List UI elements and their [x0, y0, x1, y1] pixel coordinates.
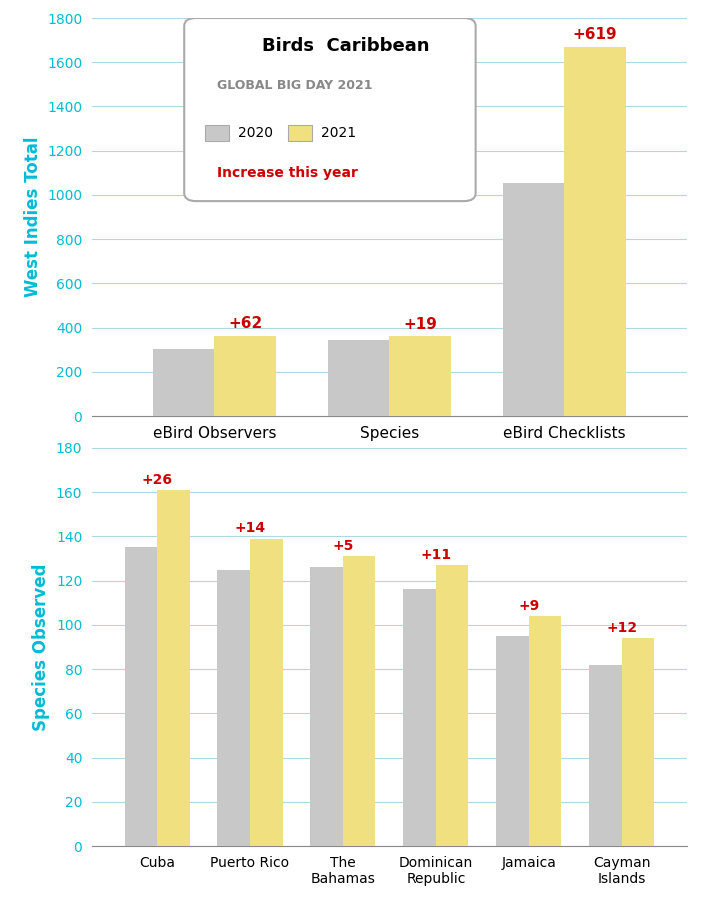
- Bar: [217, 570, 250, 846]
- Y-axis label: Species Observed: Species Observed: [33, 563, 50, 731]
- Text: +12: +12: [606, 621, 637, 634]
- Bar: [157, 490, 190, 846]
- FancyBboxPatch shape: [184, 18, 476, 201]
- Bar: [153, 349, 215, 416]
- Text: GLOBAL BIG DAY 2021: GLOBAL BIG DAY 2021: [217, 111, 372, 124]
- FancyBboxPatch shape: [205, 125, 229, 141]
- Bar: [343, 556, 375, 846]
- Bar: [589, 665, 622, 846]
- Text: +5: +5: [332, 539, 353, 553]
- Text: +19: +19: [403, 317, 437, 331]
- Y-axis label: West Indies Total: West Indies Total: [23, 137, 42, 297]
- Bar: [250, 538, 282, 846]
- Bar: [389, 336, 450, 416]
- Text: Increase this year: Increase this year: [217, 147, 358, 160]
- Bar: [436, 565, 469, 846]
- Bar: [622, 638, 654, 846]
- Bar: [503, 184, 564, 416]
- Bar: [496, 636, 529, 846]
- Text: +26: +26: [142, 472, 173, 487]
- Bar: [404, 590, 436, 846]
- Text: +9: +9: [518, 598, 539, 613]
- Bar: [564, 47, 626, 416]
- Bar: [125, 547, 157, 846]
- FancyBboxPatch shape: [288, 125, 312, 141]
- Bar: [529, 616, 561, 846]
- Text: Birds  Caribbean: Birds Caribbean: [261, 37, 429, 55]
- Bar: [329, 340, 389, 416]
- Text: Increase this year: Increase this year: [217, 166, 358, 180]
- Bar: [215, 336, 275, 416]
- Text: +11: +11: [421, 548, 452, 562]
- Text: +619: +619: [573, 27, 617, 42]
- Text: 2020: 2020: [238, 126, 273, 140]
- Bar: [310, 567, 343, 846]
- Text: +14: +14: [234, 521, 266, 535]
- Text: GLOBAL BIG DAY 2021: GLOBAL BIG DAY 2021: [217, 79, 372, 92]
- Text: +62: +62: [228, 316, 262, 331]
- Text: 2021: 2021: [321, 126, 356, 140]
